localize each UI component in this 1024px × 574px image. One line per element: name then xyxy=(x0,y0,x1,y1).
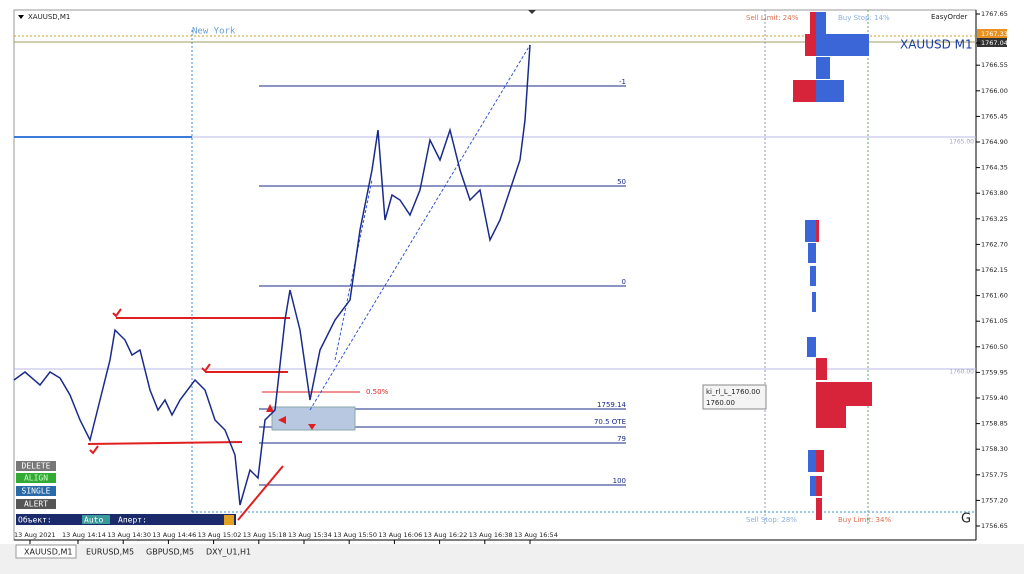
button[interactable] xyxy=(16,499,56,509)
fib-label: 100 xyxy=(613,477,626,485)
price-label: 1762.70 xyxy=(981,240,1008,248)
price-label: 1764.35 xyxy=(981,164,1008,172)
price-label: 1762.15 xyxy=(981,266,1008,274)
price-label: 1757.20 xyxy=(981,496,1008,504)
time-label: 13 Aug 14:30 xyxy=(107,531,151,539)
price-label: 1759.40 xyxy=(981,394,1008,402)
time-label: 13 Aug 2021 xyxy=(14,531,56,539)
tab-bar xyxy=(0,544,1024,574)
price-label: 1761.05 xyxy=(981,317,1008,325)
fib-label: 70.5 OTE xyxy=(594,418,626,426)
toolbar-label: Объект: xyxy=(18,515,52,525)
level-label: 1765.00 xyxy=(949,139,974,146)
arrow-marks xyxy=(266,404,316,430)
easy-order[interactable]: EasyOrder xyxy=(931,13,968,21)
structure-line xyxy=(87,441,243,445)
time-label: 13 Aug 15:50 xyxy=(333,531,377,539)
tab[interactable]: XAUUSD,M1 xyxy=(24,548,72,557)
button-label[interactable]: DELETE xyxy=(22,462,51,471)
time-label: 13 Aug 15:34 xyxy=(288,531,332,539)
sell-stop: Sell Stop: 28% xyxy=(746,516,797,524)
price-label: 1763.80 xyxy=(981,189,1008,197)
time-label: 13 Aug 16:54 xyxy=(514,531,558,539)
structure-line xyxy=(237,465,284,521)
tooltip xyxy=(702,384,767,410)
sell-limit: Sell Limit: 24% xyxy=(746,14,799,22)
price-label: 1767.65 xyxy=(981,10,1008,18)
bid-marker xyxy=(977,38,1007,47)
price-label: 1758.85 xyxy=(981,420,1008,428)
price-label: 1766.00 xyxy=(981,87,1008,95)
button[interactable] xyxy=(16,486,56,496)
close-button[interactable] xyxy=(224,515,234,525)
button[interactable] xyxy=(16,473,56,483)
price-label: 1764.90 xyxy=(981,138,1008,146)
time-label: 13 Aug 16:38 xyxy=(469,531,513,539)
price-label: 1758.30 xyxy=(981,445,1008,453)
trend-line xyxy=(334,179,373,361)
fib-label: 0.50% xyxy=(366,388,389,396)
trend-line xyxy=(309,44,531,411)
tooltip-price: 1760.00 xyxy=(706,399,735,407)
tab[interactable]: DXY_U1,H1 xyxy=(206,548,251,557)
price-label: 1757.75 xyxy=(981,471,1008,479)
volume-profile xyxy=(793,12,872,520)
menu-arrow xyxy=(18,15,24,19)
toolbar-button[interactable] xyxy=(82,515,110,524)
buy-stop: Buy Stop: 14% xyxy=(838,14,890,22)
ask-label: 1767.33 xyxy=(981,30,1008,38)
toolbar xyxy=(16,514,236,525)
session-label: New York xyxy=(192,27,236,37)
time-label: 13 Aug 15:02 xyxy=(198,531,242,539)
fib-label: 79 xyxy=(617,435,626,443)
time-label: 13 Aug 16:22 xyxy=(424,531,468,539)
buy-limit: Buy Limit: 34% xyxy=(838,516,891,524)
chart-label: XAUUSD M1 xyxy=(900,38,973,52)
fib-label: -1 xyxy=(619,78,626,86)
price-label: 1759.95 xyxy=(981,368,1008,376)
ask-marker xyxy=(977,29,1007,38)
price-path xyxy=(13,44,531,506)
time-label: 13 Aug 14:46 xyxy=(152,531,196,539)
time-label: 13 Aug 16:06 xyxy=(378,531,422,539)
ote-zone xyxy=(271,406,356,431)
fib-label: 1759.14 xyxy=(597,401,626,409)
time-label: 13 Aug 15:18 xyxy=(243,531,287,539)
button[interactable] xyxy=(16,461,56,471)
toolbar-mode[interactable]: Auto xyxy=(84,516,103,525)
symbol-title: XAUUSD,M1 xyxy=(28,13,70,21)
price-label: 1756.65 xyxy=(981,522,1008,530)
check-marks xyxy=(89,308,211,455)
price-label: 1760.50 xyxy=(981,343,1008,351)
price-label: 1765.45 xyxy=(981,112,1008,120)
level-label: 1760.00 xyxy=(949,369,974,376)
tab[interactable]: EURUSD,M5 xyxy=(86,548,134,557)
toolbar-label: Аперт: xyxy=(118,516,147,525)
button-label[interactable]: ALERT xyxy=(24,500,48,509)
tooltip-name: ki_rl_L_1760.00 xyxy=(706,388,760,396)
corner-label: G xyxy=(961,512,971,527)
shift-marker xyxy=(528,10,536,14)
price-label: 1767.04 xyxy=(981,39,1008,47)
price-label: 1763.25 xyxy=(981,215,1008,223)
active-tab[interactable] xyxy=(15,544,77,559)
tab[interactable]: GBPUSD,M5 xyxy=(146,548,194,557)
price-label: 1766.55 xyxy=(981,61,1008,69)
price-label: 1761.60 xyxy=(981,292,1008,300)
button-label[interactable]: SINGLE xyxy=(22,487,51,496)
axes: 1767.65 1767.04 1766.55 1766.00 1765.45 1764.… xyxy=(14,10,1008,557)
fib-label: 50 xyxy=(617,178,626,186)
time-label: 13 Aug 14:14 xyxy=(62,531,106,539)
fib-label: 0 xyxy=(622,278,626,286)
button-label[interactable]: ALIGN xyxy=(24,474,48,483)
